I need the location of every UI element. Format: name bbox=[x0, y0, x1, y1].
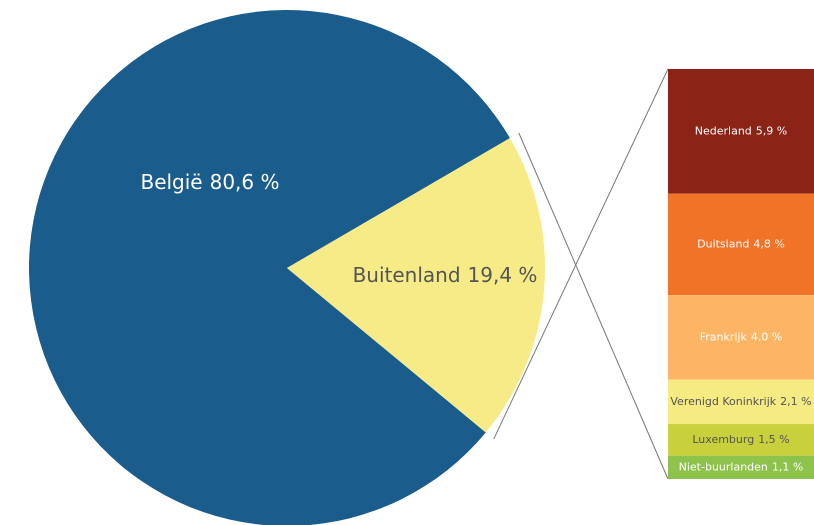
bar-segment bbox=[668, 379, 814, 425]
segment-label: Luxemburg 1,5 % bbox=[692, 433, 789, 446]
bar-segment bbox=[668, 424, 814, 456]
pie-slice bbox=[29, 10, 510, 525]
bar-segment bbox=[668, 193, 814, 296]
segment-value: 2,1 % bbox=[780, 395, 811, 408]
pie-slice bbox=[287, 138, 545, 433]
segment-label: Duitsland 4,8 % bbox=[697, 237, 785, 250]
slice-label: Buitenland 19,4 % bbox=[353, 263, 538, 287]
slice-label: België 80,6 % bbox=[140, 170, 279, 194]
segment-label: Frankrijk 4,0 % bbox=[700, 330, 783, 343]
segment-name: Nederland bbox=[695, 124, 752, 137]
segment-label: Nederland 5,9 % bbox=[695, 124, 787, 137]
segment-value: 1,5 % bbox=[758, 433, 789, 446]
slice-value: 19,4 % bbox=[468, 263, 538, 287]
connector bbox=[518, 132, 669, 480]
segment-name: Niet-buurlanden bbox=[679, 460, 768, 473]
segment-name: Duitsland bbox=[697, 237, 749, 250]
bar-segment bbox=[668, 455, 814, 479]
slice-value: 80,6 % bbox=[210, 170, 280, 194]
segment-value: 1,1 % bbox=[772, 460, 803, 473]
segment-name: Frankrijk bbox=[700, 330, 748, 343]
segment-name: Verenigd Koninkrijk bbox=[670, 395, 776, 408]
segment-name: Luxemburg bbox=[692, 433, 754, 446]
connector bbox=[493, 68, 669, 440]
bar-segment bbox=[668, 295, 814, 380]
slice-name: België bbox=[140, 170, 202, 194]
slice-name: Buitenland bbox=[353, 263, 461, 287]
segment-value: 5,9 % bbox=[756, 124, 787, 137]
bar-segment bbox=[668, 69, 814, 194]
segment-value: 4,0 % bbox=[751, 330, 782, 343]
segment-label: Verenigd Koninkrijk 2,1 % bbox=[670, 395, 811, 408]
segment-label: Niet-buurlanden 1,1 % bbox=[679, 460, 804, 473]
segment-value: 4,8 % bbox=[753, 237, 784, 250]
